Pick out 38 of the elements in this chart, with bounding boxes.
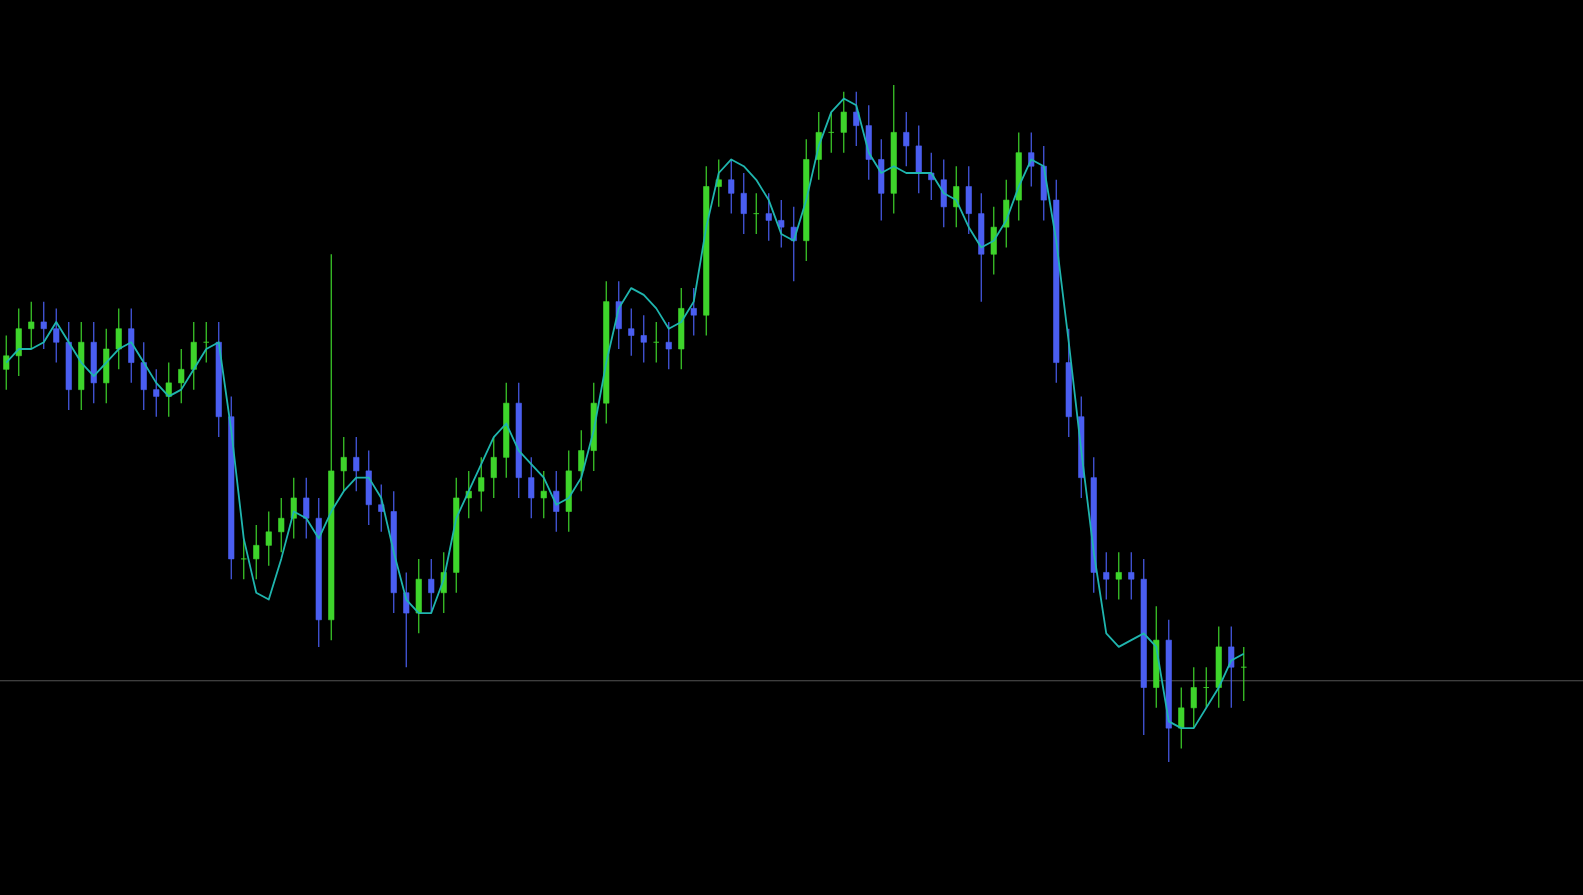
candlestick	[553, 470, 560, 533]
candlestick	[778, 199, 785, 249]
candlestick	[628, 307, 635, 357]
candlestick	[1128, 551, 1135, 601]
candlestick	[353, 436, 360, 492]
candlestick	[153, 368, 160, 418]
candlestick	[478, 456, 485, 513]
candlestick	[278, 497, 285, 553]
candlestick	[640, 314, 647, 364]
candlestick	[1103, 551, 1110, 601]
candlestick	[40, 301, 47, 350]
candlestick	[303, 477, 310, 540]
candlestick	[403, 571, 410, 668]
candlestick	[1228, 625, 1235, 709]
candlestick	[1115, 551, 1122, 601]
candlestick	[3, 334, 10, 391]
candlestick	[728, 158, 735, 215]
candlestick	[253, 524, 260, 580]
candlestick	[165, 361, 172, 418]
candlestick	[1190, 666, 1197, 729]
candlestick	[665, 321, 672, 370]
candlestick	[765, 192, 772, 242]
candlestick	[903, 111, 910, 167]
candlestick	[840, 91, 847, 154]
candlestick	[953, 165, 960, 228]
candlestick	[690, 287, 697, 337]
candlestick	[178, 348, 185, 404]
candlestick	[115, 307, 122, 370]
candlestick	[53, 307, 60, 364]
candlestick	[540, 470, 547, 519]
candlestick	[340, 436, 347, 492]
candlestick	[578, 429, 585, 492]
candlestick	[1178, 686, 1185, 750]
candlestick	[528, 456, 535, 519]
candlestick	[740, 172, 747, 235]
candlestick	[28, 301, 35, 350]
candlestick	[265, 510, 272, 567]
candlestick	[853, 91, 860, 147]
